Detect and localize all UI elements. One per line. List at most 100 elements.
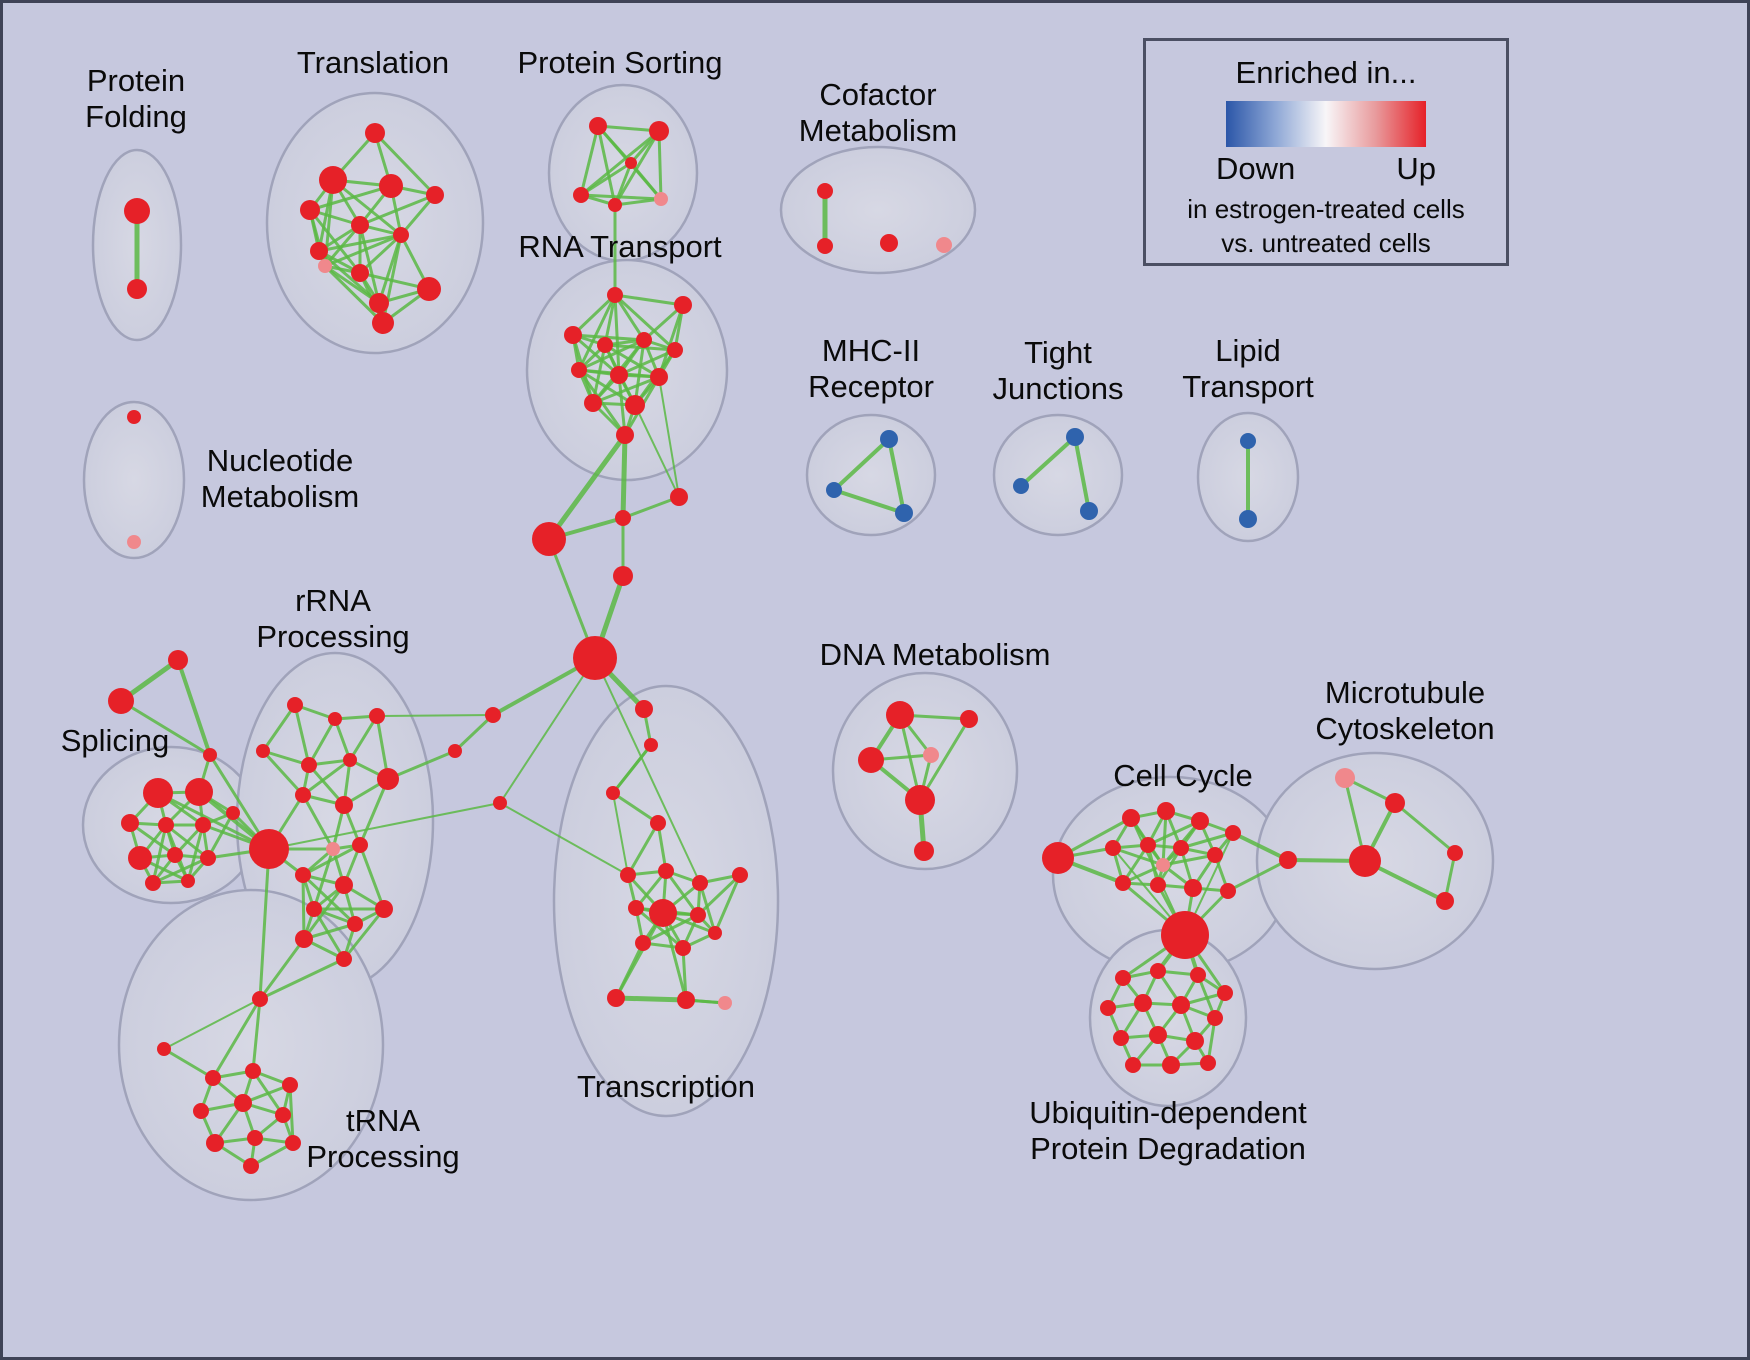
network-node <box>121 814 139 832</box>
network-node <box>1436 892 1454 910</box>
network-edge <box>1111 846 1165 867</box>
network-edge <box>1161 853 1217 867</box>
network-node <box>369 708 385 724</box>
network-edge <box>312 907 346 961</box>
network-node <box>886 701 914 729</box>
network-edge <box>613 293 677 352</box>
network-node <box>379 174 403 198</box>
network-edge <box>358 193 437 227</box>
network-node <box>1150 963 1166 979</box>
legend-title: Enriched in... <box>1235 55 1417 90</box>
network-node <box>589 117 607 135</box>
network-edge <box>658 376 680 498</box>
network-node <box>615 510 631 526</box>
network-edge <box>261 749 311 767</box>
legend-gradient-bar <box>1226 101 1426 147</box>
network-node <box>295 787 311 803</box>
network-node <box>649 121 669 141</box>
network-node <box>1191 812 1209 830</box>
network-node <box>658 863 674 879</box>
network-node <box>287 697 303 713</box>
network-node <box>247 1130 263 1146</box>
network-edge <box>307 717 337 767</box>
network-node <box>195 817 211 833</box>
cluster-ellipse-mhc-ii <box>805 413 937 537</box>
network-node <box>1239 510 1257 528</box>
cluster-label-microtubule: Microtubule Cytoskeleton <box>1315 675 1495 746</box>
network-canvas <box>81 83 1495 1202</box>
network-node <box>426 186 444 204</box>
network-edge <box>591 375 661 405</box>
network-edge <box>696 873 742 917</box>
cluster-ellipse-nucleotide-metabolism <box>82 400 186 560</box>
network-edge <box>162 1047 215 1080</box>
network-node <box>127 535 141 549</box>
network-node <box>377 768 399 790</box>
network-node <box>1447 845 1463 861</box>
cluster-label-trna-processing: tRNA Processing <box>306 1103 460 1174</box>
network-node <box>335 796 353 814</box>
network-edge <box>358 233 403 275</box>
network-node <box>124 198 150 224</box>
network-node <box>650 815 666 831</box>
network-node <box>675 940 691 956</box>
network-node <box>200 850 216 866</box>
network-edge <box>918 717 971 802</box>
cluster-ellipse-trna-processing <box>117 888 385 1202</box>
network-edge <box>258 847 271 1001</box>
network-node <box>310 242 328 260</box>
nodes-layer <box>108 117 1463 1174</box>
network-edge <box>211 997 262 1080</box>
network-node <box>564 326 582 344</box>
network-node <box>128 846 152 870</box>
network-edge <box>301 758 352 797</box>
network-node <box>282 1077 298 1093</box>
network-node <box>644 738 658 752</box>
network-edge <box>613 293 685 307</box>
network-node <box>1172 996 1190 1014</box>
network-edge <box>358 843 386 911</box>
network-node <box>1013 478 1029 494</box>
network-edge <box>613 995 689 1003</box>
network-edge <box>258 937 306 1001</box>
network-node <box>275 1107 291 1123</box>
network-edge <box>301 793 335 851</box>
network-node <box>635 700 653 718</box>
network-node <box>226 806 240 820</box>
network-edge <box>342 907 386 961</box>
network-edge <box>596 124 617 207</box>
network-edge <box>612 792 629 876</box>
network-node <box>372 312 394 334</box>
network-node <box>1156 858 1170 872</box>
network-edge <box>621 495 681 520</box>
network-edge <box>268 802 501 850</box>
network-node <box>193 1103 209 1119</box>
cluster-label-mhc-ii: MHC-II Receptor <box>808 333 934 404</box>
network-edge <box>613 197 663 207</box>
network-edge <box>713 873 742 935</box>
cluster-label-ubiquitin: Ubiquitin-dependent Protein Degradation <box>1029 1095 1307 1166</box>
cluster-label-cofactor-metabolism: Cofactor Metabolism <box>798 77 958 148</box>
network-edge <box>331 178 403 237</box>
network-edge <box>1393 801 1457 855</box>
network-node <box>168 650 188 670</box>
network-node <box>351 264 369 282</box>
network-edge <box>348 714 379 762</box>
legend-caption: in estrogen-treated cells vs. untreated … <box>1187 194 1465 258</box>
network-edge <box>1073 435 1091 513</box>
network-node <box>1190 967 1206 983</box>
network-node <box>167 847 183 863</box>
network-edge <box>333 717 352 762</box>
network-edge <box>151 823 168 885</box>
network-node <box>157 1042 171 1056</box>
network-node <box>347 916 363 932</box>
network-node <box>1335 768 1355 788</box>
network-edge <box>641 913 700 945</box>
network-edge <box>288 1083 295 1145</box>
network-node <box>417 277 441 301</box>
cluster-label-cell-cycle: Cell Cycle <box>1113 758 1253 793</box>
network-node <box>667 342 683 358</box>
network-edge <box>499 657 596 804</box>
network-edge <box>546 432 628 542</box>
network-node <box>1240 433 1256 449</box>
